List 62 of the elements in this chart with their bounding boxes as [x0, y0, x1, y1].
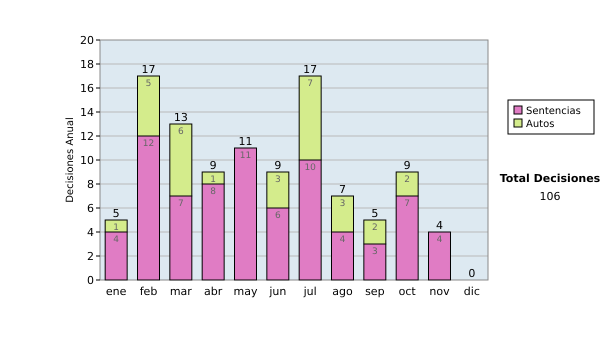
data-label: 6	[274, 211, 281, 221]
legend-label: Sentencias	[526, 106, 581, 117]
x-tick-label: dic	[464, 285, 480, 298]
data-label: 3	[274, 175, 281, 185]
x-tick-label: jul	[302, 285, 317, 298]
data-label: 7	[178, 199, 184, 209]
x-tick-label: abr	[204, 285, 223, 298]
data-label: 2	[404, 175, 410, 185]
x-tick-label: sep	[365, 285, 385, 298]
y-tick-label: 0	[87, 274, 94, 287]
y-tick-label: 6	[87, 202, 94, 215]
y-tick-label: 14	[80, 106, 94, 119]
total-label: 9	[274, 159, 282, 172]
data-label: 4	[436, 235, 443, 245]
text: 106	[540, 190, 560, 203]
data-label: 11	[240, 151, 252, 161]
total-label: 17	[303, 63, 318, 76]
data-label: 10	[304, 163, 316, 173]
y-tick-label: 10	[80, 154, 94, 167]
y-tick-label: 16	[80, 82, 94, 95]
data-label: 12	[142, 139, 154, 149]
data-label: 1	[210, 175, 216, 185]
data-label: 5	[146, 79, 152, 89]
total-label: 4	[436, 219, 443, 232]
y-tick-label: 2	[87, 250, 94, 263]
x-tick-label: oct	[398, 285, 416, 298]
total-label: 7	[339, 183, 346, 196]
data-label: 7	[307, 79, 314, 89]
total-label: 11	[238, 135, 252, 148]
bar	[428, 232, 451, 280]
x-tick-label: nov	[429, 285, 450, 298]
x-tick-label: ene	[106, 285, 127, 298]
x-tick-label: may	[234, 285, 258, 298]
data-label: 4	[340, 235, 346, 245]
total-label: 5	[112, 207, 120, 220]
data-label: 7	[404, 199, 410, 209]
y-tick-label: 18	[80, 58, 94, 71]
x-tick-label: mar	[170, 285, 192, 298]
x-tick-label: feb	[140, 285, 158, 298]
total-label: 17	[142, 63, 156, 76]
data-label: 3	[372, 247, 378, 257]
total-label: 9	[404, 159, 411, 172]
total-label: 13	[174, 111, 188, 124]
legend-label: Autos	[526, 119, 554, 130]
x-tick-label: ago	[332, 285, 353, 298]
total-label: 0	[468, 267, 476, 280]
y-tick-label: 20	[80, 34, 94, 47]
data-label: 8	[210, 187, 216, 197]
bar	[234, 148, 257, 280]
y-tick-label: 4	[87, 226, 94, 239]
data-label: 1	[113, 223, 120, 233]
y-tick-label: 12	[80, 130, 94, 143]
data-label: 4	[113, 235, 120, 245]
total-label: 5	[371, 207, 378, 220]
text: Total Decisiones	[500, 172, 600, 185]
total-label: 9	[210, 159, 217, 172]
y-axis-title: Decisiones Anual	[65, 117, 76, 203]
data-label: 3	[340, 199, 346, 209]
data-label: 6	[178, 127, 184, 137]
data-label: 2	[372, 223, 378, 233]
x-tick-label: jun	[268, 285, 286, 298]
y-tick-label: 8	[87, 178, 94, 191]
